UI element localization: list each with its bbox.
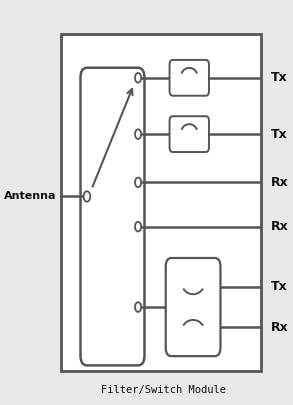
Text: Rx: Rx [271,321,289,334]
FancyBboxPatch shape [166,258,220,356]
Circle shape [135,129,141,139]
Text: Tx: Tx [271,281,288,294]
Circle shape [135,73,141,83]
Text: Filter/Switch Module: Filter/Switch Module [101,384,226,394]
Circle shape [84,191,90,202]
Circle shape [135,177,141,187]
Circle shape [135,302,141,312]
FancyBboxPatch shape [170,60,209,96]
Text: Rx: Rx [271,220,289,233]
Text: Rx: Rx [271,176,289,189]
FancyBboxPatch shape [170,116,209,152]
Text: Tx: Tx [271,128,288,141]
Circle shape [135,222,141,232]
FancyBboxPatch shape [61,34,261,371]
Text: Tx: Tx [271,71,288,84]
Text: Antenna: Antenna [4,192,56,201]
